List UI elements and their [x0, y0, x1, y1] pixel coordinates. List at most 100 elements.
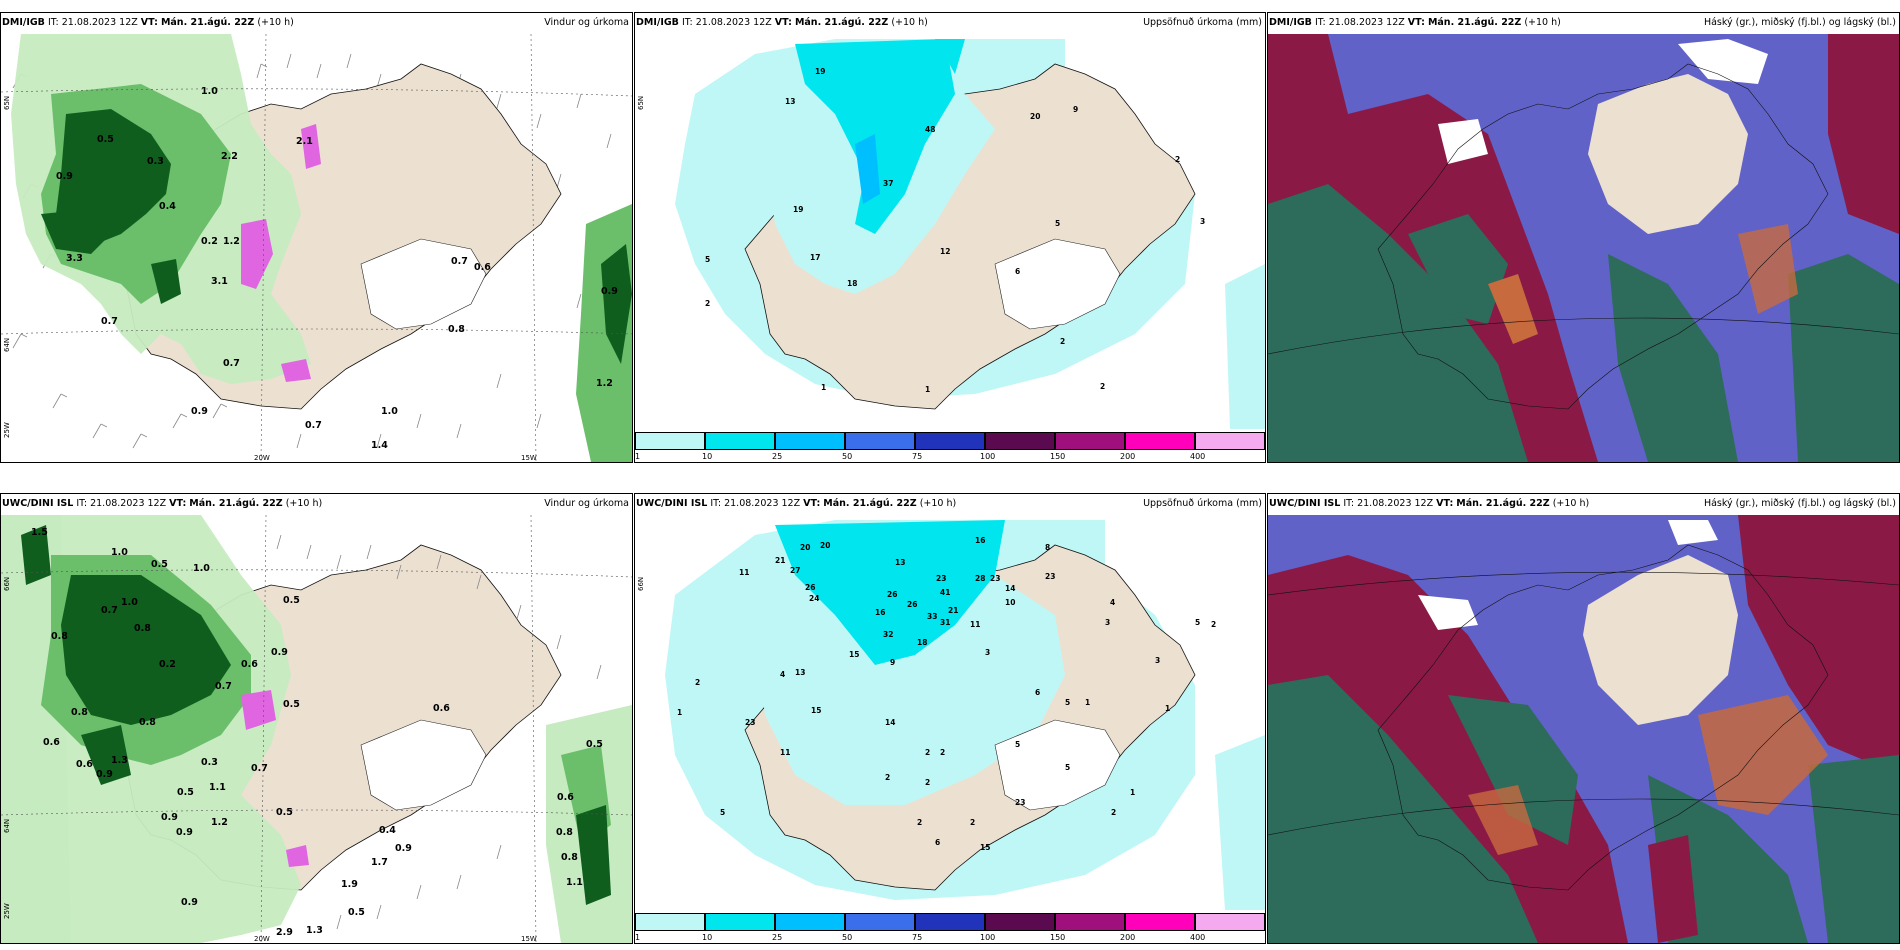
accum-value: 9 [890, 658, 895, 667]
colorbar-tick: 1 [635, 933, 641, 942]
lead-time: (+10 h) [919, 498, 957, 509]
accum-value: 19 [815, 67, 825, 76]
precip-value: 0.8 [139, 717, 156, 728]
panel-title: Háský (gr.), miðský (fj.bl.) og lágský (… [1703, 17, 1896, 28]
valid-label: VT: [1407, 17, 1425, 28]
accum-value: 6 [1035, 688, 1040, 697]
precip-value: 0.6 [76, 759, 93, 770]
accum-value: 15 [849, 650, 859, 659]
precip-high [241, 219, 273, 289]
model-name: UWC/DINI ISL [1269, 498, 1341, 509]
cloud-low [1268, 675, 1538, 943]
panel-title: Vindur og úrkoma [544, 17, 629, 28]
accum-value: 23 [745, 718, 755, 727]
accum-value: 18 [847, 279, 857, 288]
colorbar-swatch [985, 432, 1055, 450]
glacier-white [994, 719, 1121, 811]
graticule [1, 515, 632, 943]
colorbar-swatch [1195, 913, 1265, 931]
accum-value: 2 [925, 748, 930, 757]
panel-frame [0, 12, 633, 463]
colorbar-tick: 10 [702, 933, 713, 942]
precip-value: 0.7 [451, 256, 468, 267]
colorbar-swatch [845, 432, 915, 450]
wind-barbs [276, 534, 602, 930]
accum-value: 23 [1015, 798, 1025, 807]
colorbar-swatch [775, 432, 845, 450]
precip-value: 0.6 [43, 737, 60, 748]
precip-value: 0.5 [276, 807, 293, 818]
precip-value: 0.3 [147, 156, 164, 167]
precip-value: 0.6 [474, 262, 491, 273]
panel-dmi-wind-precip: DMI/IGB IT: 21.08.2023 12Z VT: Mán. 21.á… [0, 12, 633, 463]
colorbar-swatch [635, 913, 705, 931]
colorbar-tick: 100 [980, 452, 996, 461]
panel-uwc-accum-precip: UWC/DINI ISL IT: 21.08.2023 12Z VT: Mán.… [634, 493, 1266, 944]
accum-value: 8 [1045, 543, 1050, 552]
colorbar-swatch [775, 913, 845, 931]
clear-land [1588, 74, 1748, 234]
colorbar-swatch [705, 913, 775, 931]
model-name: DMI/IGB [2, 17, 45, 28]
colorbar-swatch [845, 913, 915, 931]
model-name: DMI/IGB [1269, 17, 1312, 28]
colorbar-tick: 75 [912, 452, 923, 461]
model-name: UWC/DINI ISL [636, 498, 708, 509]
panel-uwc-clouds: UWC/DINI ISL IT: 21.08.2023 12Z VT: Mán.… [1267, 493, 1900, 944]
accum-value: 20 [1030, 112, 1040, 121]
accum-value: 1 [677, 708, 682, 717]
colorbar-swatch [705, 432, 775, 450]
precip-value: 0.5 [283, 595, 300, 606]
valid-label: VT: [774, 17, 792, 28]
precip-value: 1.0 [193, 563, 210, 574]
valid-label: VT: [169, 498, 187, 509]
accum-value: 10 [1005, 598, 1015, 607]
lat-label-2: 64N [3, 338, 11, 352]
accum-value: 2 [1100, 382, 1105, 391]
precip-value: 0.5 [283, 699, 300, 710]
precip-value: 1.0 [381, 406, 398, 417]
accum-value: 13 [895, 558, 905, 567]
accum-value: 1 [1165, 704, 1170, 713]
colorbar: 1 10 25 50 75 100 150 200 400 [635, 913, 1265, 943]
precip-value: 0.9 [56, 171, 73, 182]
valid-time: Mán. 21.ágú. 22Z [1427, 17, 1522, 28]
accum-value: 1 [925, 385, 930, 394]
panel-header: UWC/DINI ISL IT: 21.08.2023 12Z VT: Mán.… [1269, 498, 1589, 509]
precip-value: 0.7 [215, 681, 232, 692]
accum-value: 6 [1015, 267, 1020, 276]
precip-value: 0.7 [223, 358, 240, 369]
colorbar-tick: 200 [1120, 933, 1136, 942]
accum-value: 19 [793, 205, 803, 214]
lon-label-2: 15W [521, 454, 537, 462]
colorbar-tick: 50 [842, 933, 853, 942]
accum-value: 2 [705, 299, 710, 308]
accum-value: 14 [1005, 584, 1015, 593]
init-time: IT: 21.08.2023 12Z [47, 17, 138, 28]
panel-title: Háský (gr.), miðský (fj.bl.) og lágský (… [1703, 498, 1896, 509]
colorbar-tick: 400 [1190, 452, 1206, 461]
accum-value: 16 [875, 608, 885, 617]
init-time: IT: 21.08.2023 12Z [710, 498, 801, 509]
accum-value: 20 [800, 543, 810, 552]
accum-value: 3 [1155, 656, 1160, 665]
accum-value: 41 [940, 588, 950, 597]
accum-value: 5 [1065, 763, 1070, 772]
accum-value: 2 [1060, 337, 1065, 346]
colorbar-tick: 150 [1050, 933, 1066, 942]
panel-uwc-wind-precip: UWC/DINI ISL IT: 21.08.2023 12Z VT: Mán.… [0, 493, 633, 944]
precip-value: 1.4 [371, 440, 388, 451]
precip-value: 0.6 [241, 659, 258, 670]
accum-value: 26 [907, 600, 917, 609]
valid-label: VT: [803, 498, 821, 509]
colorbar-tick: 100 [980, 933, 996, 942]
accum-value: 2 [1175, 155, 1180, 164]
precip-value: 1.5 [31, 527, 48, 538]
model-name: UWC/DINI ISL [2, 498, 74, 509]
accum-value: 2 [925, 778, 930, 787]
precip-value: 0.4 [379, 825, 396, 836]
graticule [1, 34, 632, 462]
map-accum-precip: 65N 19 13 48 20 9 37 19 17 5 2 18 12 5 6… [635, 34, 1265, 429]
precip-dark [61, 575, 231, 725]
panel-title: Uppsöfnuð úrkoma (mm) [1143, 17, 1262, 28]
